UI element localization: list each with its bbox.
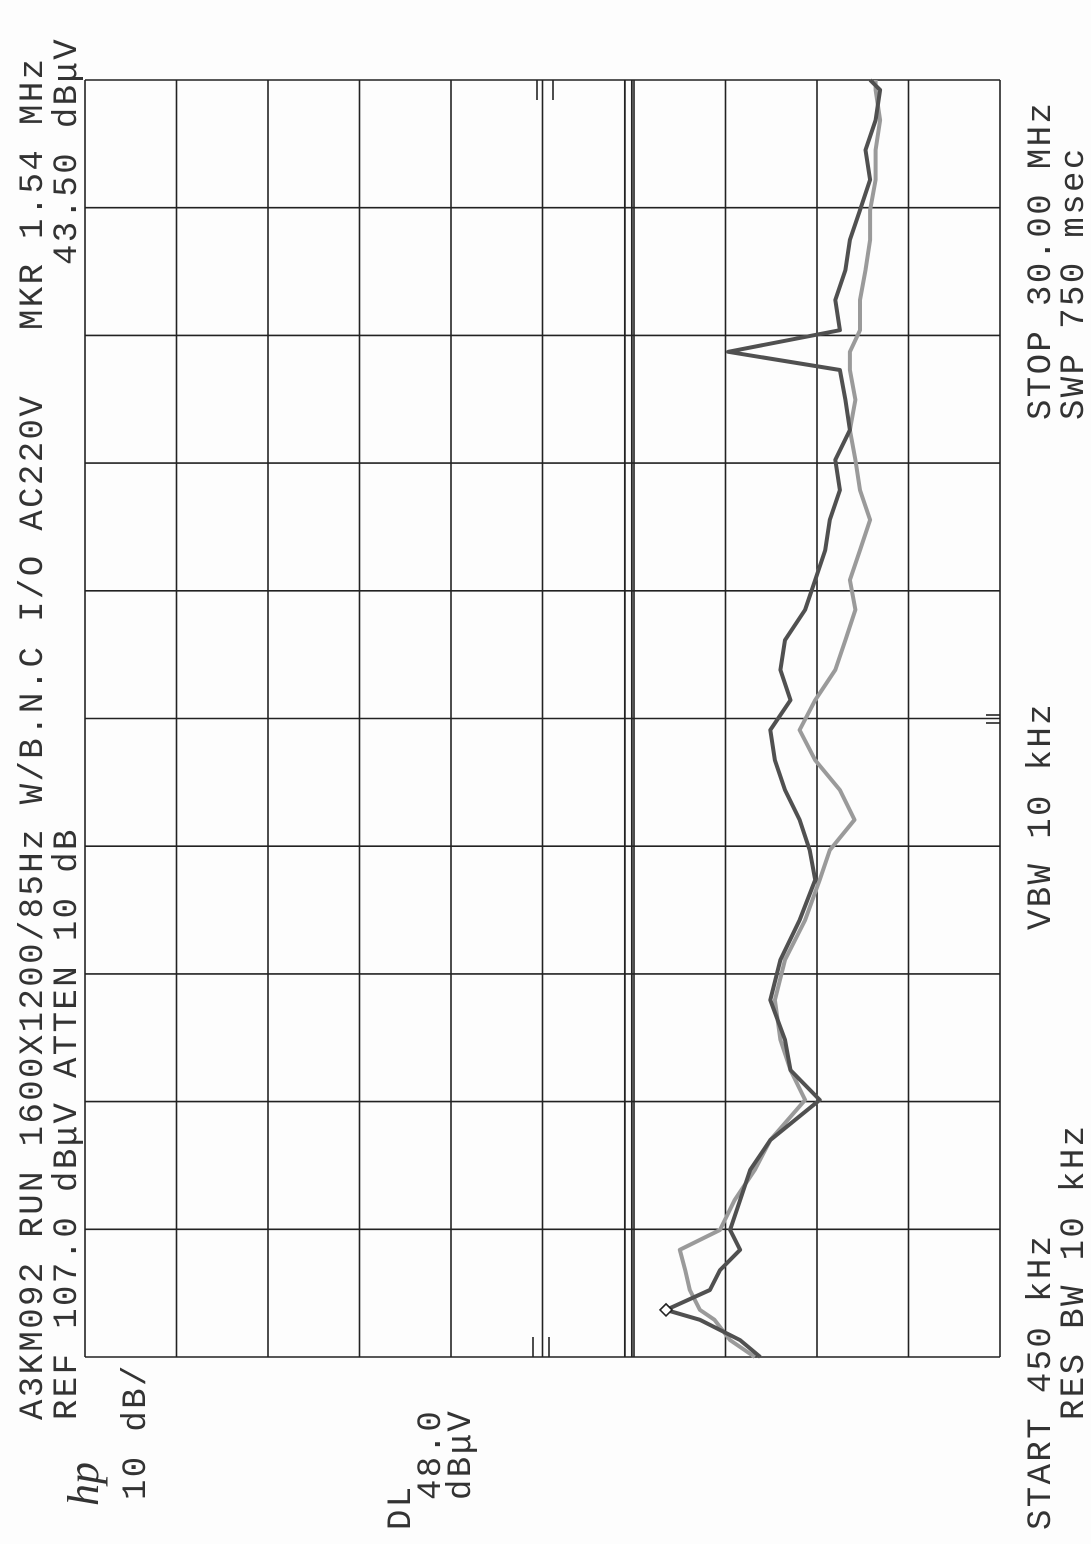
marker-amplitude: 43.50 dBμV [49,37,87,265]
marker [658,1302,674,1318]
logo: hp [59,1462,108,1506]
sweep-time: SWP 750 msec [1056,146,1091,420]
display-line-label: DL [383,1484,421,1530]
display-line-unit: dBμV [443,1409,481,1500]
trace [677,80,883,1359]
scale: 10 dB/ [118,1363,156,1500]
resolution-bandwidth: RES BW 10 kHz [1056,1124,1091,1420]
rotated-display: A3KM092 RUN 1600X1200/85Hz W/B.N.C I/O A… [15,37,1091,1530]
video-bandwidth: VBW 10 kHz [1023,702,1061,930]
reference-level: REF 107.0 dBμV [49,1101,87,1420]
marker-frequency: 1.54 MHz [15,57,53,239]
display-line-value: 48.0 [413,1409,451,1500]
marker-label: MKR [15,262,53,330]
start-frequency: START 450 kHz [1023,1234,1061,1530]
attenuation: ATTEN 10 dB [49,827,87,1078]
stop-frequency: STOP 30.00 MHz [1023,101,1061,420]
trace [664,78,883,1359]
title: A3KM092 RUN 1600X1200/85Hz W/B.N.C I/O A… [15,394,53,1420]
